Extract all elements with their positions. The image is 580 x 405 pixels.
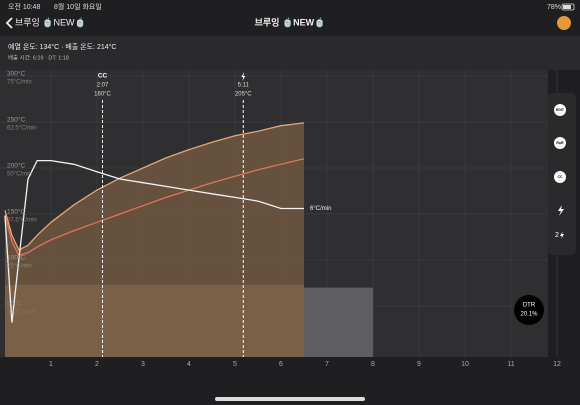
y2-tick-label: 37.5°C/min [7,218,37,224]
status-battery: 78% [547,4,561,11]
x-tick-label: 12 [553,361,561,368]
dtr-value: 20.1% [520,312,538,318]
y-tick-label: 300°C [7,70,25,78]
side-button[interactable] [554,104,566,116]
x-tick-label: 6 [279,361,283,368]
x-tick-label: 11 [507,361,514,368]
event-time: 2:07 [97,83,109,89]
temp-line [4,158,305,257]
info-times: 배출 시간: 6:29 · DT: 1:18 [8,53,69,61]
side-button-label: CC [557,175,563,179]
y-tick-label: 50°C [7,300,22,308]
power-band [304,287,373,357]
y2-tick-label: 75°C/min [7,80,32,86]
x-tick-label: 1 [49,361,53,368]
y2-tick-label: 50°C/min [7,172,32,178]
temp-line [4,122,305,251]
side-button-label: RoR [556,141,564,145]
event-temp: 205°C [235,92,252,98]
event-temp: 160°C [94,92,111,98]
x-tick-label: 7 [325,361,329,368]
x-tick-label: 2 [95,361,99,368]
bolt-button[interactable] [558,205,564,216]
y-tick-label: 100°C [7,254,25,262]
dtr-badge [514,295,544,325]
back-button[interactable]: 브루잉 🍵NEW🍵 [15,16,86,27]
x-tick-label: 9 [417,361,421,368]
y-tick-label: 200°C [7,162,25,170]
bolt-icon [560,231,564,239]
status-date: 8월 10일 화요일 [54,2,102,11]
y2-tick-label: 12.5°C/min [7,310,37,316]
header-title: 브루잉 🍵NEW🍵 [255,16,326,27]
battery-icon [561,3,575,11]
side-button-label: EDIT [556,108,565,112]
info-temps: 예열 온도: 134°C · 배출 온도: 214°C [8,42,116,51]
profile-avatar[interactable] [557,16,571,30]
dtr-label: DTR [523,303,536,309]
battery-level [563,5,571,9]
back-icon[interactable] [5,17,13,29]
side-button[interactable] [554,171,566,183]
x-tick-label: 5 [233,361,237,368]
event-name: CC [98,73,108,80]
status-time: 오전 10:48 [8,2,40,11]
ror-end-label: 6°C/min [310,206,331,212]
y-tick-label: 250°C [7,116,25,124]
event-icon [241,72,246,81]
x-tick-label: 4 [187,361,191,368]
info-panel [0,36,580,70]
side-button-label: 2 [555,232,559,239]
y2-tick-label: 25°C/min [7,264,32,270]
x-tick-label: 3 [141,361,145,368]
x-tick-label: 10 [461,361,469,368]
side-button[interactable] [554,137,566,149]
home-indicator [215,397,365,401]
y2-tick-label: 62.5°C/min [7,126,37,132]
y-tick-label: 150°C [7,208,25,216]
x-tick-label: 8 [371,361,375,368]
temp-area [5,122,304,358]
ror-line [4,159,304,323]
event-time: 5:11 [238,83,250,89]
